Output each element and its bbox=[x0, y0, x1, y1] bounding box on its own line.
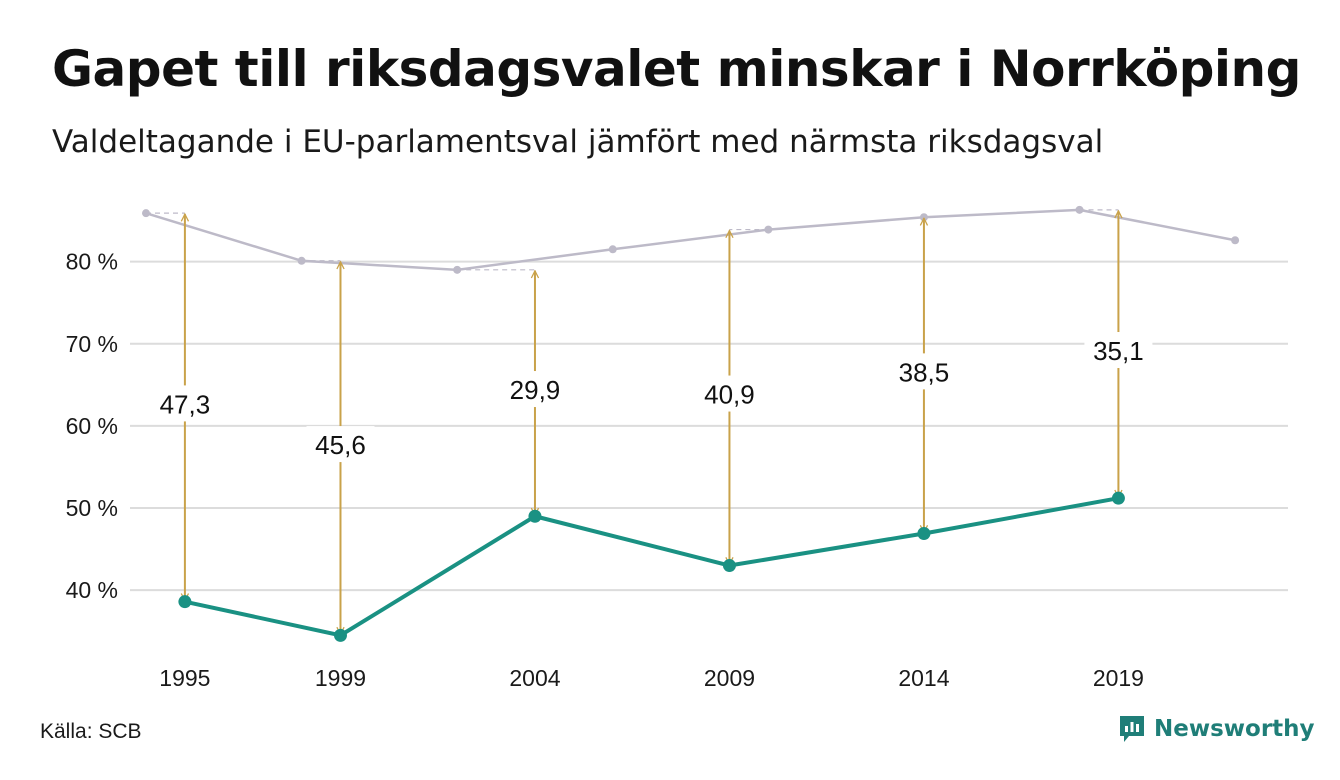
eu-line bbox=[184, 496, 1119, 638]
gap-label-bg bbox=[150, 385, 219, 422]
chart-subtitle: Valdeltagande i EU-parlamentsval jämfört… bbox=[52, 124, 1104, 160]
gap-label-bg bbox=[695, 375, 764, 412]
source-note: Källa: SCB bbox=[40, 720, 142, 743]
riksdag-series bbox=[142, 205, 1240, 274]
eu-point bbox=[1111, 491, 1125, 505]
riksdag-point bbox=[608, 245, 617, 254]
y-tick-label: 80 % bbox=[66, 249, 118, 275]
x-tick-label: 1999 bbox=[315, 665, 366, 691]
gap-label-bg bbox=[306, 426, 375, 463]
bar-chart-speech-icon bbox=[1120, 716, 1144, 742]
gap-arrows bbox=[146, 209, 1118, 634]
gap-label: 38,5 bbox=[899, 357, 950, 387]
gap-label: 40,9 bbox=[704, 380, 755, 410]
y-tick-label: 60 % bbox=[66, 413, 118, 439]
gap-label-bg bbox=[1084, 332, 1153, 369]
gap-label: 45,6 bbox=[315, 430, 366, 460]
eu-point bbox=[178, 595, 192, 609]
grid-layer bbox=[130, 260, 1288, 592]
x-tick-label: 2004 bbox=[509, 665, 560, 691]
eu-point bbox=[917, 527, 931, 540]
x-tick-label: 2014 bbox=[898, 665, 949, 691]
eu-point bbox=[528, 509, 542, 523]
gap-labels: 47,3 45,6 29,9 40,9 38,5 35,1 bbox=[150, 332, 1153, 463]
x-axis: 1995 1999 2004 2009 2014 2019 bbox=[159, 665, 1144, 691]
riksdag-point bbox=[1231, 236, 1240, 245]
x-tick-label: 2019 bbox=[1093, 665, 1144, 691]
chart-title: Gapet till riksdagsvalet minskar i Norrk… bbox=[52, 40, 1301, 98]
gap-label-bg bbox=[889, 353, 958, 390]
eu-series bbox=[178, 491, 1125, 642]
brand-logo: Newsworthy bbox=[1118, 714, 1315, 744]
x-tick-label: 1995 bbox=[159, 665, 210, 691]
y-tick-label: 40 % bbox=[66, 577, 118, 603]
x-tick-label: 2009 bbox=[704, 665, 755, 691]
brand-name: Newsworthy bbox=[1154, 716, 1315, 742]
y-tick-label: 70 % bbox=[66, 331, 118, 357]
gap-label: 47,3 bbox=[160, 389, 211, 419]
eu-point bbox=[722, 559, 736, 573]
riksdag-line bbox=[145, 208, 1236, 272]
y-tick-label: 50 % bbox=[66, 495, 118, 521]
gap-label: 29,9 bbox=[510, 375, 561, 405]
y-axis: 40 % 50 % 60 % 70 % 80 % bbox=[66, 249, 118, 604]
eu-point bbox=[333, 628, 347, 642]
gap-label: 35,1 bbox=[1093, 336, 1144, 366]
gap-label-bg bbox=[500, 371, 569, 408]
